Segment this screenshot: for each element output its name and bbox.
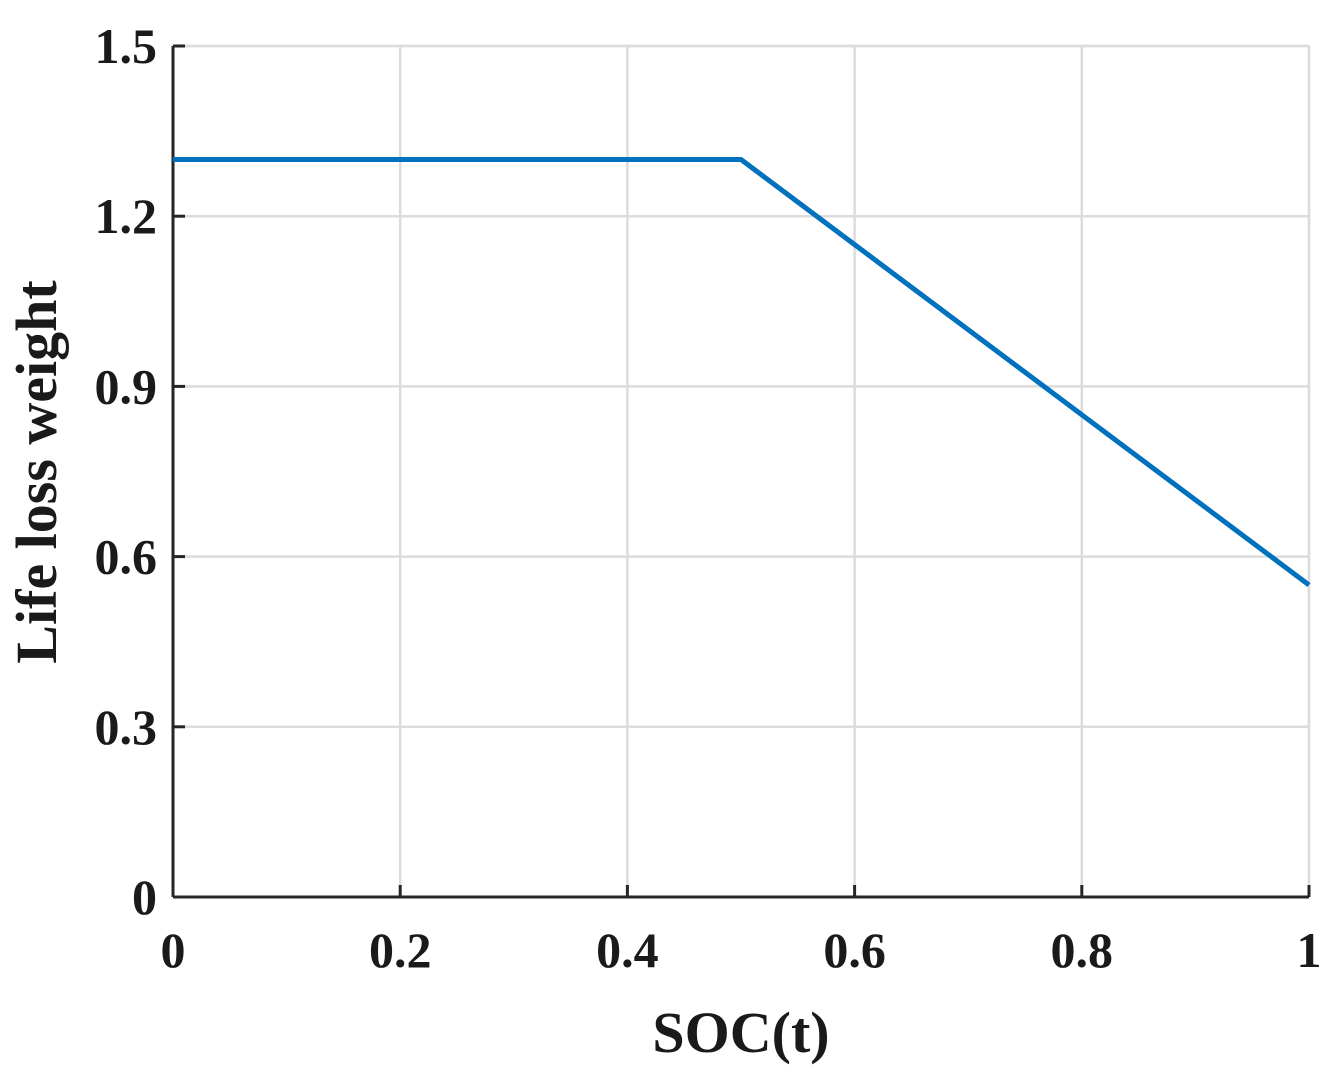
x-tick-label: 0.2 <box>369 922 432 978</box>
series-line <box>173 156 1311 587</box>
y-axis-label: Life loss weight <box>4 280 69 664</box>
x-tick-label: 1 <box>1297 922 1322 978</box>
x-tick-label: 0.8 <box>1051 922 1114 978</box>
axes <box>171 44 1311 899</box>
grid <box>173 44 1311 897</box>
y-tick-label: 0.9 <box>95 358 158 414</box>
y-tick-label: 0.6 <box>95 529 158 585</box>
series <box>173 156 1311 587</box>
x-tick-label: 0 <box>161 922 186 978</box>
x-tick-labels: 0 0.2 0.4 0.6 0.8 1 <box>161 922 1322 978</box>
y-tick-labels: 0 0.3 0.6 0.9 1.2 1.5 <box>95 18 158 925</box>
y-tick-label: 0.3 <box>95 699 158 755</box>
y-tick-label: 1.5 <box>95 18 158 74</box>
y-tick-label: 1.2 <box>95 188 158 244</box>
x-axis-label: SOC(t) <box>652 1000 829 1065</box>
y-tick-label: 0 <box>132 869 157 925</box>
x-tick-label: 0.6 <box>823 922 886 978</box>
x-tick-label: 0.4 <box>596 922 659 978</box>
